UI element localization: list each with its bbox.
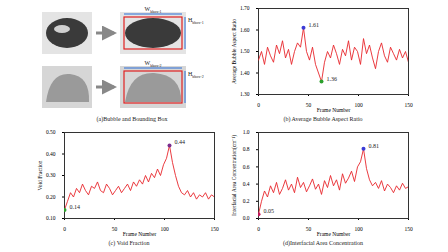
svg-text:0.40: 0.40 — [46, 151, 56, 157]
svg-text:0: 0 — [257, 226, 260, 232]
svg-text:Frame Number: Frame Number — [317, 231, 351, 237]
svg-text:Wbbox-1: Wbbox-1 — [144, 6, 161, 14]
svg-text:Interfacial Area Concentration: Interfacial Area Concentration(cm⁻¹) — [231, 135, 238, 216]
html-text:(d)Interfacial Area Concentrat: (d)Interfacial Area Concentration — [283, 240, 363, 246]
svg-text:1.70: 1.70 — [240, 5, 250, 11]
svg-text:0: 0 — [257, 102, 260, 108]
svg-text:0.8: 0.8 — [243, 146, 250, 152]
svg-text:0.50: 0.50 — [46, 129, 56, 135]
html-text:(b) Average Bubble Aspect Rati: (b) Average Bubble Aspect Ratio — [283, 116, 363, 122]
svg-text:150: 150 — [404, 226, 413, 232]
svg-text:1.50: 1.50 — [240, 48, 250, 54]
svg-text:0.4: 0.4 — [243, 181, 250, 187]
svg-text:150: 150 — [210, 226, 219, 232]
svg-text:1.30: 1.30 — [240, 91, 250, 97]
svg-text:1.36: 1.36 — [327, 76, 338, 82]
svg-text:Average Bubble Aspect Ratio: Average Bubble Aspect Ratio — [231, 19, 237, 84]
svg-text:1.0: 1.0 — [243, 129, 250, 135]
svg-text:0.05: 0.05 — [264, 208, 275, 214]
svg-text:100: 100 — [160, 226, 169, 232]
svg-text:0.6: 0.6 — [243, 164, 250, 170]
svg-text:0.44: 0.44 — [175, 139, 186, 145]
svg-text:0.2: 0.2 — [243, 198, 250, 204]
svg-text:1.61: 1.61 — [309, 22, 320, 28]
html-text:(c) Void Fraction: (c) Void Fraction — [108, 240, 150, 246]
svg-text:1.40: 1.40 — [240, 70, 250, 76]
svg-text:50: 50 — [306, 102, 312, 108]
html-text:(a)Bubble and Bounding Box: (a)Bubble and Bounding Box — [96, 116, 168, 122]
svg-text:Hbbox-1: Hbbox-1 — [188, 17, 204, 25]
svg-text:100: 100 — [354, 226, 363, 232]
svg-text:0.14: 0.14 — [70, 204, 81, 210]
svg-text:0.30: 0.30 — [46, 172, 56, 178]
svg-text:Hbbox-2: Hbbox-2 — [188, 71, 204, 79]
svg-text:0.81: 0.81 — [369, 143, 380, 149]
svg-text:100: 100 — [354, 102, 363, 108]
svg-text:Wbbox-2: Wbbox-2 — [144, 60, 161, 68]
svg-text:150: 150 — [404, 102, 413, 108]
svg-text:Frame Number: Frame Number — [317, 107, 351, 113]
svg-text:50: 50 — [112, 226, 118, 232]
svg-text:0.20: 0.20 — [46, 194, 56, 200]
svg-text:1.60: 1.60 — [240, 27, 250, 33]
svg-text:Frame Number: Frame Number — [123, 231, 157, 237]
svg-text:0.10: 0.10 — [46, 215, 56, 221]
svg-text:50: 50 — [306, 226, 312, 232]
svg-text:0: 0 — [63, 226, 66, 232]
svg-text:0.0: 0.0 — [243, 215, 250, 221]
svg-text:Void Fraction: Void Fraction — [37, 160, 43, 190]
